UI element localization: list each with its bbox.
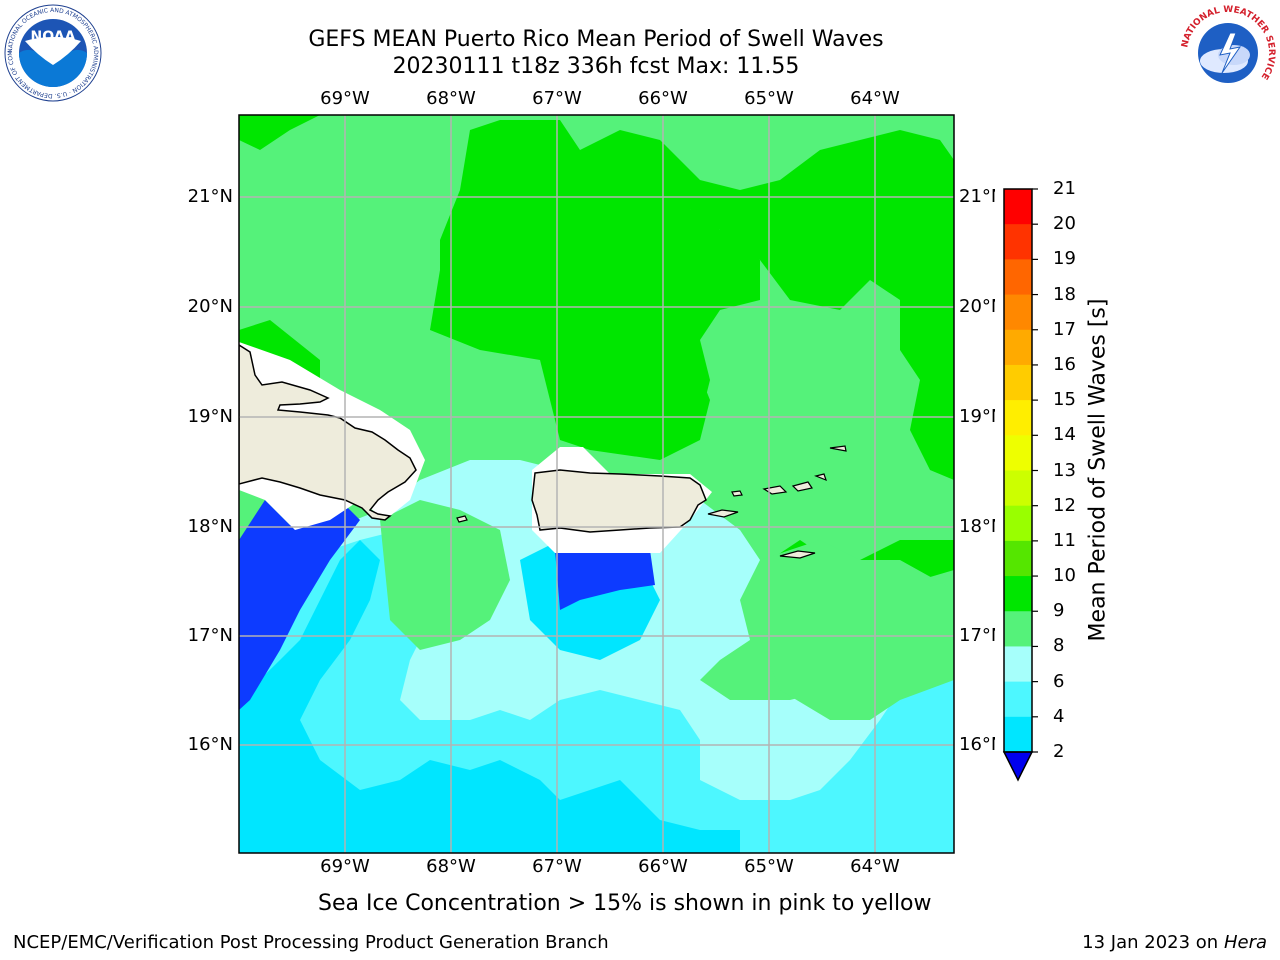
st-croix bbox=[779, 550, 816, 559]
mona-island bbox=[456, 515, 468, 523]
colorbar-tick-label: 16 bbox=[1053, 353, 1076, 375]
colorbar-segment bbox=[1004, 329, 1032, 366]
colorbar-tick-label: 8 bbox=[1053, 635, 1065, 657]
colorbar-tick-label: 2 bbox=[1053, 741, 1065, 762]
colorbar-tick-label: 12 bbox=[1053, 494, 1076, 516]
graticule bbox=[239, 115, 954, 853]
swell-period-field bbox=[239, 115, 954, 853]
sea-ice-note: Sea Ice Concentration > 15% is shown in … bbox=[318, 891, 932, 916]
band-10-11-north-2 bbox=[430, 250, 710, 460]
lat-label-left: 17°N bbox=[187, 625, 233, 646]
lon-label-bottom: 65°W bbox=[744, 856, 794, 877]
colorbar-segment bbox=[1004, 364, 1032, 401]
hispaniola-land bbox=[239, 344, 417, 521]
lon-label-bottom: 68°W bbox=[426, 856, 476, 877]
colorbar-segment bbox=[1004, 611, 1032, 647]
colorbar-segment bbox=[1004, 470, 1032, 507]
colorbar-tick-label: 21 bbox=[1053, 178, 1076, 199]
puerto-rico-land bbox=[531, 469, 707, 533]
noaa-logo: NATIONAL OCEANIC AND ATMOSPHERIC ADMINIS… bbox=[3, 3, 102, 102]
band-9-10-se bbox=[760, 540, 954, 720]
colorbar-segment bbox=[1004, 400, 1032, 436]
lat-label-right: 16°N bbox=[959, 734, 1005, 755]
colorbar-tick-label: 18 bbox=[1053, 283, 1076, 305]
colorbar-tick-label: 14 bbox=[1053, 424, 1076, 446]
band-2-4-west bbox=[239, 500, 360, 710]
colorbar-title: Mean Period of Swell Waves [s] bbox=[1085, 298, 1111, 642]
host-name: Hera bbox=[1223, 932, 1267, 953]
vieques-island bbox=[707, 509, 739, 518]
lon-label-bottom: 64°W bbox=[850, 856, 900, 877]
colorbar-tick-label: 6 bbox=[1053, 670, 1065, 692]
map-frame bbox=[238, 114, 955, 854]
lat-label-left: 18°N bbox=[187, 516, 233, 537]
colorbar-segment bbox=[1004, 646, 1032, 683]
colorbar-segment bbox=[1004, 540, 1032, 577]
colorbar-tick-label: 19 bbox=[1053, 248, 1076, 270]
lat-label-right: 18°N bbox=[959, 516, 1005, 537]
colorbar-segment bbox=[1004, 189, 1032, 225]
lon-label-top: 68°W bbox=[426, 88, 476, 109]
colorbar-segment bbox=[1004, 505, 1032, 542]
lat-label-right: 17°N bbox=[959, 625, 1005, 646]
band-9-10-south bbox=[380, 500, 510, 650]
colorbar-segment bbox=[1004, 259, 1032, 296]
date-text: 13 Jan 2023 on bbox=[1082, 932, 1224, 953]
lon-label-bottom: 69°W bbox=[320, 856, 370, 877]
colorbar-tick-label: 4 bbox=[1053, 705, 1065, 727]
colorbar-segment bbox=[1004, 576, 1032, 612]
noaa-wordmark: NOAA bbox=[31, 29, 76, 45]
band-10-11-topleft bbox=[239, 115, 320, 150]
lon-label-top: 67°W bbox=[532, 88, 582, 109]
lat-label-left: 16°N bbox=[187, 734, 233, 755]
lon-label-top: 69°W bbox=[320, 88, 370, 109]
lon-label-top: 65°W bbox=[744, 88, 794, 109]
band-4-6 bbox=[239, 540, 740, 853]
colorbar-segment bbox=[1004, 681, 1032, 718]
colorbar-segment bbox=[1004, 716, 1032, 753]
map-subtitle: 20230111 t18z 336h fcst Max: 11.55 bbox=[392, 54, 800, 79]
lat-label-left: 19°N bbox=[187, 406, 233, 427]
tortola-small bbox=[731, 490, 743, 497]
lat-label-right: 20°N bbox=[959, 296, 1005, 317]
nws-logo: NATIONAL WEATHER SERVICE bbox=[1180, 5, 1276, 101]
date-stamp: 13 Jan 2023 on Hera bbox=[1082, 932, 1267, 953]
lon-label-top: 66°W bbox=[638, 88, 688, 109]
anguilla bbox=[829, 445, 847, 452]
colorbar-segment bbox=[1004, 294, 1032, 331]
colorbar-tick-label: 17 bbox=[1053, 318, 1076, 340]
band-2-4-south-pr bbox=[555, 550, 655, 610]
colorbar-segment bbox=[1004, 224, 1032, 260]
colorbar-segment bbox=[1004, 435, 1032, 471]
colorbar-bar bbox=[995, 180, 1045, 790]
colorbar-tick-label: 9 bbox=[1053, 600, 1065, 622]
lat-label-left: 20°N bbox=[187, 296, 233, 317]
map-title: GEFS MEAN Puerto Rico Mean Period of Swe… bbox=[308, 27, 884, 52]
lat-label-right: 19°N bbox=[959, 406, 1005, 427]
lat-label-left: 21°N bbox=[187, 186, 233, 207]
lon-label-top: 64°W bbox=[850, 88, 900, 109]
band-10-11-ne bbox=[900, 280, 954, 480]
credit-text: NCEP/EMC/Verification Post Processing Pr… bbox=[13, 932, 609, 953]
colorbar-tick-label: 15 bbox=[1053, 389, 1076, 411]
lat-label-right: 21°N bbox=[959, 186, 1005, 207]
colorbar-tick-label: 10 bbox=[1053, 565, 1076, 587]
colorbar-tick-label: 13 bbox=[1053, 459, 1076, 481]
lon-label-bottom: 67°W bbox=[532, 856, 582, 877]
lon-label-bottom: 66°W bbox=[638, 856, 688, 877]
colorbar-tick-label: 20 bbox=[1053, 213, 1076, 235]
colorbar-tick-label: 11 bbox=[1053, 529, 1076, 551]
